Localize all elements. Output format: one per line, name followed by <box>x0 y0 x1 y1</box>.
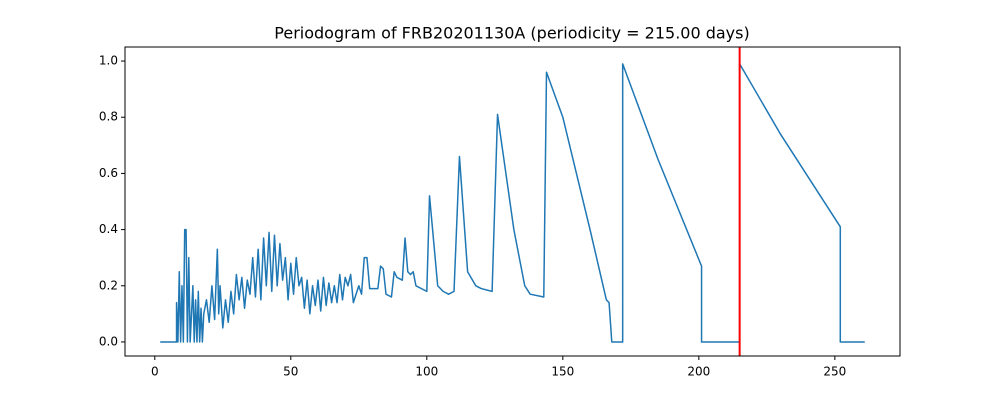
x-tick-label: 0 <box>151 365 159 379</box>
x-tick-label: 250 <box>823 365 846 379</box>
x-tick-label: 50 <box>283 365 298 379</box>
y-tick-label: 0.4 <box>99 222 118 236</box>
x-tick-label: 200 <box>687 365 710 379</box>
y-tick-label: 0.8 <box>99 110 118 124</box>
y-tick-label: 1.0 <box>99 54 118 68</box>
y-tick-label: 0.0 <box>99 334 118 348</box>
chart-title: Periodogram of FRB20201130A (periodicity… <box>274 24 749 43</box>
plot-frame <box>124 46 901 357</box>
x-tick-label: 150 <box>551 365 574 379</box>
y-tick-label: 0.2 <box>99 278 118 292</box>
y-tick-label: 0.6 <box>99 166 118 180</box>
line-series <box>160 63 865 343</box>
x-tick-label: 100 <box>415 365 438 379</box>
